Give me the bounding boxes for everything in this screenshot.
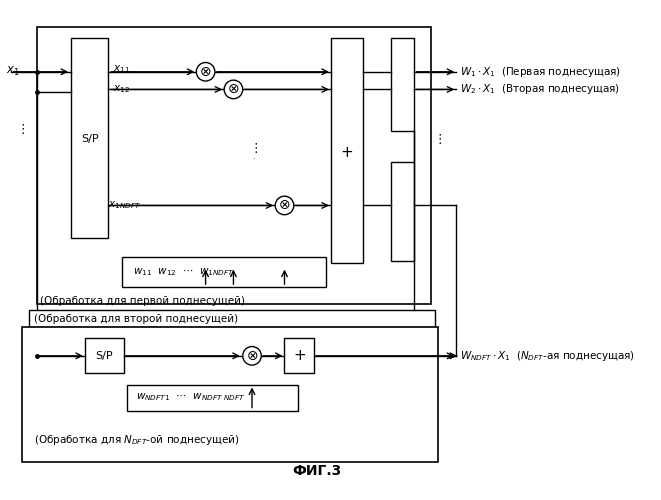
Text: $W_1 \cdot X_1$  (Первая поднесущая): $W_1 \cdot X_1$ (Первая поднесущая): [460, 65, 621, 79]
Bar: [127, 384, 298, 410]
Bar: [331, 38, 364, 263]
Text: $\vdots$: $\vdots$: [433, 132, 442, 145]
Text: $\otimes$: $\otimes$: [227, 82, 240, 96]
Text: $x_{12}$: $x_{12}$: [113, 84, 130, 96]
Bar: [284, 338, 314, 374]
Text: $W_2 \cdot X_1$  (Вторая поднесущая): $W_2 \cdot X_1$ (Вторая поднесущая): [460, 82, 620, 96]
Text: S/P: S/P: [81, 134, 98, 143]
Circle shape: [224, 80, 243, 98]
Circle shape: [243, 346, 261, 365]
Text: S/P: S/P: [96, 351, 113, 361]
Bar: [22, 327, 438, 462]
Text: .: .: [253, 154, 255, 160]
Text: (Обработка для второй поднесущей): (Обработка для второй поднесущей): [34, 314, 238, 324]
Text: (Обработка для первой поднесущей): (Обработка для первой поднесущей): [40, 296, 245, 306]
Text: $x_1$: $x_1$: [6, 65, 20, 78]
Text: $\vdots$: $\vdots$: [249, 141, 258, 155]
Circle shape: [275, 196, 293, 214]
Text: +: +: [293, 348, 306, 364]
Bar: [391, 162, 414, 261]
Text: $x_{1NDFT}$: $x_{1NDFT}$: [108, 200, 141, 211]
Text: $w_{NDFT1}$  $\cdots$  $w_{NDFT\ NDFT}$: $w_{NDFT1}$ $\cdots$ $w_{NDFT\ NDFT}$: [136, 392, 245, 404]
Text: $\otimes$: $\otimes$: [200, 65, 212, 79]
Text: $w_{11}$  $w_{12}$  $\cdots$  $w_{1NDFT}$: $w_{11}$ $w_{12}$ $\cdots$ $w_{1NDFT}$: [134, 266, 235, 278]
Text: $\otimes$: $\otimes$: [278, 198, 291, 212]
Text: $W_{NDFT} \cdot X_1$  ($N_{DFT}$-ая поднесущая): $W_{NDFT} \cdot X_1$ ($N_{DFT}$-ая подне…: [460, 349, 635, 363]
Text: $\otimes$: $\otimes$: [246, 349, 258, 363]
Text: $x_{11}$: $x_{11}$: [113, 63, 130, 75]
Bar: [85, 338, 124, 374]
Bar: [122, 258, 327, 287]
Bar: [29, 310, 435, 327]
Circle shape: [196, 62, 215, 81]
Text: (Обработка для $N_{DFT}$-ой поднесущей): (Обработка для $N_{DFT}$-ой поднесущей): [34, 434, 239, 448]
Text: +: +: [340, 145, 353, 160]
Text: ФИГ.3: ФИГ.3: [292, 464, 342, 478]
Bar: [36, 27, 431, 304]
Bar: [391, 38, 414, 131]
Bar: [71, 38, 108, 238]
Text: $\vdots$: $\vdots$: [15, 122, 24, 136]
